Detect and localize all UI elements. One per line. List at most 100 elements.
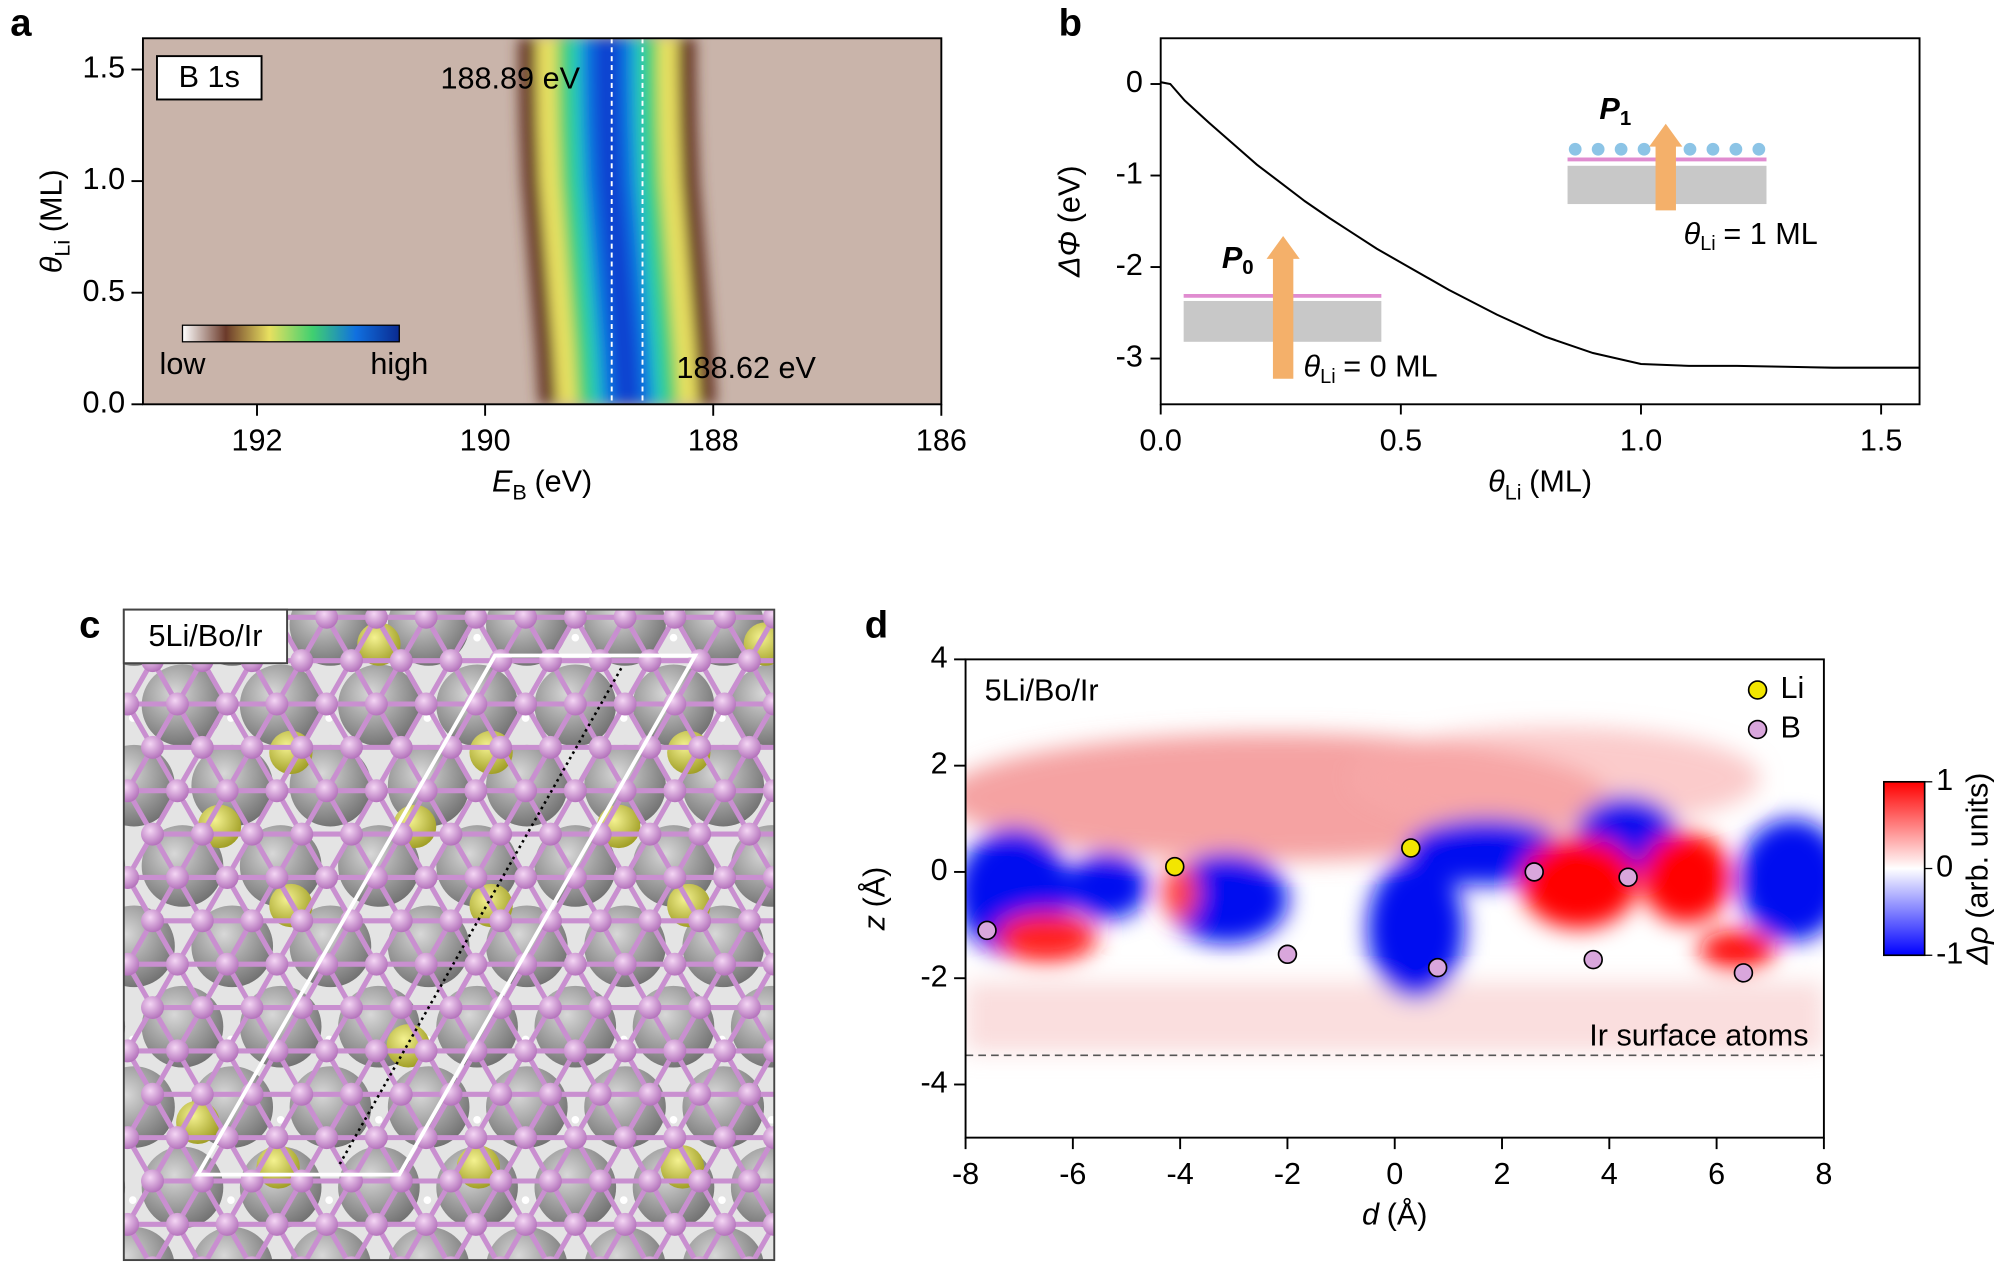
dipole-arrow bbox=[1266, 235, 1300, 379]
iridium-atom bbox=[781, 584, 863, 666]
boron-atom bbox=[514, 1039, 538, 1063]
density-region bbox=[1066, 853, 1148, 920]
boron-atom bbox=[439, 649, 463, 673]
boron-atom bbox=[588, 909, 612, 933]
highlight bbox=[571, 1115, 580, 1124]
subscript: Li bbox=[1700, 233, 1715, 255]
boron-atom bbox=[339, 1082, 363, 1106]
boron-atom bbox=[414, 952, 438, 976]
bond bbox=[824, 921, 849, 964]
boron-atom bbox=[215, 865, 239, 889]
boron-atom bbox=[663, 1126, 687, 1150]
boron-atom bbox=[141, 1082, 164, 1106]
bond bbox=[799, 1181, 824, 1224]
dipole-arrow bbox=[1649, 123, 1683, 211]
dipole-label: P0 bbox=[1222, 241, 1254, 279]
iridium-atom bbox=[0, 745, 77, 827]
iridium-atom bbox=[584, 1226, 666, 1261]
legend-marker bbox=[1747, 680, 1768, 700]
boron-atom bbox=[762, 1212, 775, 1236]
boron-atom bbox=[514, 692, 538, 716]
boron-atom bbox=[737, 735, 761, 759]
colorbar bbox=[181, 324, 400, 343]
iridium-atom bbox=[123, 695, 126, 716]
iridium-atom bbox=[123, 1177, 126, 1198]
boron-atom bbox=[688, 996, 712, 1020]
boron-atom bbox=[713, 692, 736, 716]
y-tick-label: -4 bbox=[921, 1066, 948, 1100]
bond bbox=[799, 704, 824, 747]
boron-atom bbox=[141, 909, 164, 933]
boron-atom bbox=[339, 649, 363, 673]
boron-atom bbox=[315, 865, 339, 889]
boron-atom bbox=[837, 649, 860, 672]
iridium-atom bbox=[829, 1147, 911, 1229]
bond bbox=[824, 834, 849, 877]
boron-atom bbox=[165, 779, 189, 803]
boron-atom bbox=[514, 609, 538, 629]
x-tick-label: -8 bbox=[952, 1157, 979, 1191]
boron-atom bbox=[813, 693, 836, 716]
boron-atom bbox=[190, 735, 214, 759]
x-tick-label: 0.5 bbox=[1380, 424, 1423, 458]
symbol: P bbox=[1222, 241, 1243, 275]
boron-atom bbox=[788, 736, 811, 759]
bond bbox=[772, 1045, 775, 1051]
boron-atom bbox=[638, 996, 662, 1020]
boron-atom bbox=[737, 996, 761, 1020]
boron-atom bbox=[414, 1126, 438, 1150]
axis-label: θLi = 1 ML bbox=[1684, 217, 1818, 255]
boron-atom bbox=[165, 865, 189, 889]
iridium-atom bbox=[0, 1227, 77, 1269]
iridium-atom bbox=[781, 906, 863, 988]
boron-atom bbox=[563, 1039, 587, 1063]
x-tick-label: 190 bbox=[460, 424, 511, 458]
atom bbox=[1583, 949, 1603, 970]
boron-atom bbox=[290, 1082, 314, 1106]
density-region bbox=[1161, 864, 1198, 921]
highlight bbox=[767, 1115, 775, 1124]
iridium-atom bbox=[683, 1226, 764, 1261]
boron-atom bbox=[788, 1083, 811, 1106]
highlight bbox=[915, 1196, 923, 1204]
y-tick-label: 0 bbox=[1126, 65, 1143, 99]
bond bbox=[799, 1224, 824, 1267]
highlight bbox=[669, 633, 678, 642]
boron-atom bbox=[713, 779, 736, 803]
boron-atom bbox=[538, 1169, 562, 1193]
boron-atom bbox=[837, 1256, 860, 1269]
boron-atom bbox=[141, 735, 164, 759]
boron-atom bbox=[464, 1039, 488, 1063]
atom bbox=[1401, 838, 1421, 858]
atom bbox=[1277, 944, 1298, 965]
boron-atom bbox=[215, 952, 239, 976]
boron-atom bbox=[813, 779, 836, 802]
highlight bbox=[521, 714, 530, 722]
boron-atom bbox=[538, 735, 562, 759]
structure-label: 5Li/Bo/Ir bbox=[148, 619, 262, 653]
boron-atom bbox=[737, 649, 761, 673]
boron-atom bbox=[788, 823, 811, 846]
axis-label: d (Å) bbox=[1362, 1197, 1427, 1232]
boron-atom bbox=[638, 1169, 662, 1193]
bond bbox=[824, 1051, 849, 1094]
boron-atom bbox=[315, 779, 339, 803]
boron-atom bbox=[713, 1212, 736, 1236]
panel-label: a bbox=[10, 2, 32, 45]
boron-atom bbox=[364, 1039, 388, 1063]
bond bbox=[772, 698, 775, 705]
iridium-atom bbox=[829, 664, 911, 746]
x-tick-label: 2 bbox=[1494, 1157, 1511, 1191]
highlight bbox=[521, 1196, 530, 1204]
highlight bbox=[619, 714, 628, 722]
bond bbox=[799, 1094, 824, 1137]
adatom bbox=[1637, 142, 1651, 156]
boron-atom bbox=[663, 952, 687, 976]
boron-atom bbox=[588, 735, 612, 759]
bond bbox=[772, 704, 775, 710]
bond bbox=[799, 791, 824, 834]
boron-atom bbox=[613, 865, 637, 889]
x-tick-label: 8 bbox=[1815, 1157, 1832, 1191]
boron-atom bbox=[613, 609, 637, 629]
atom bbox=[1165, 856, 1185, 877]
